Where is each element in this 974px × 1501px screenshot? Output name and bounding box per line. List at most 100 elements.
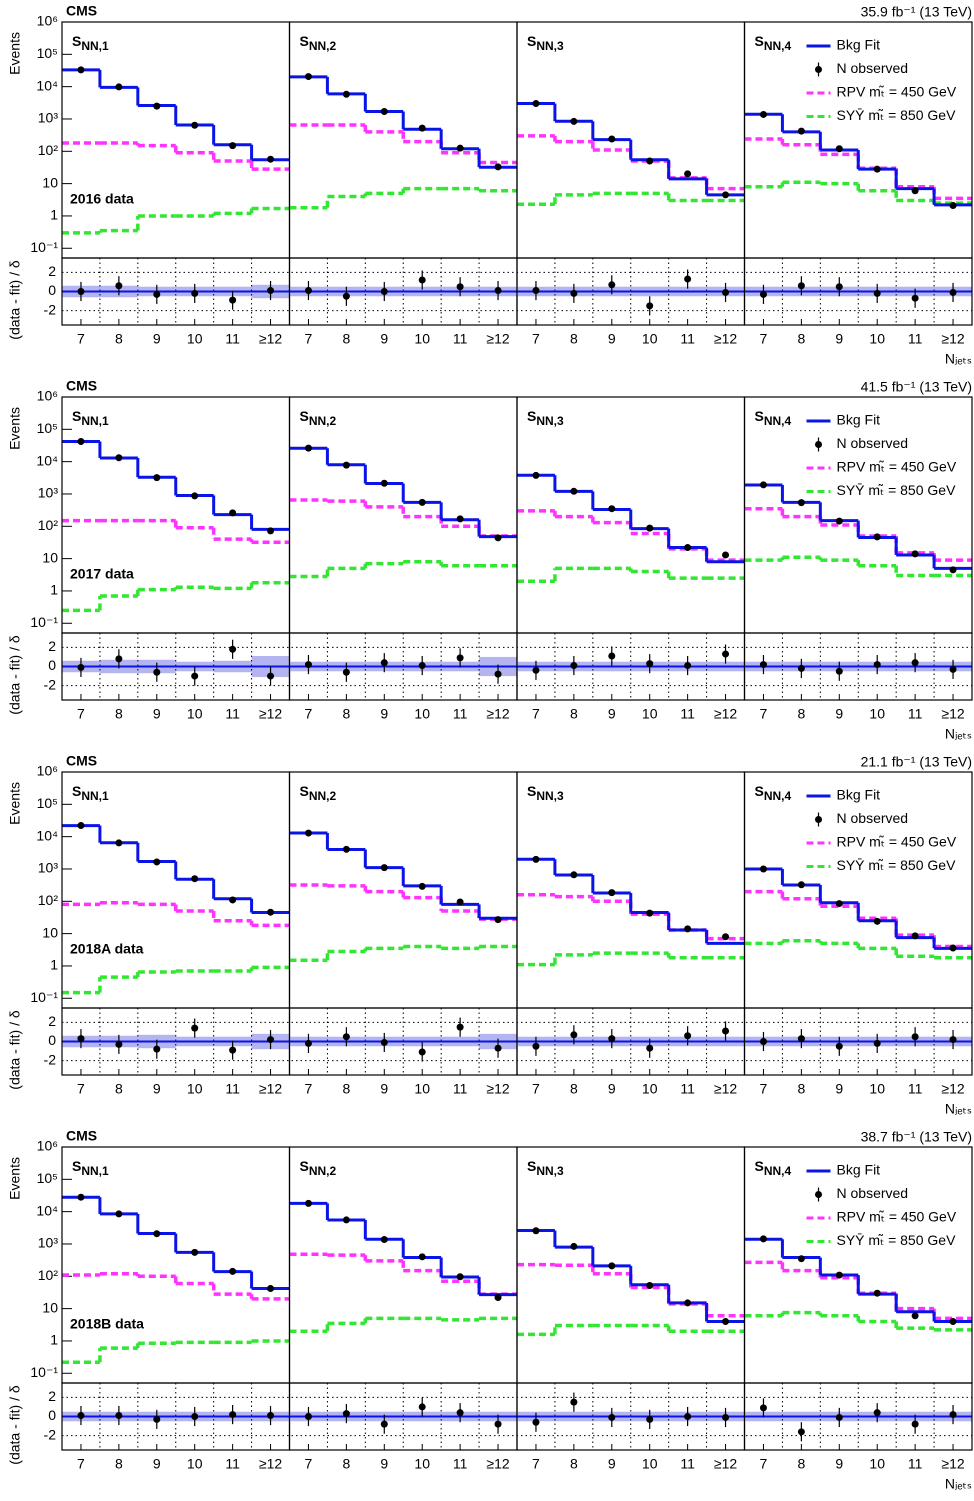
- ratio-point: [722, 1027, 730, 1035]
- legend-label: SYȲ mₜ̃ = 850 GeV: [837, 107, 957, 123]
- observed-point: [759, 481, 767, 489]
- observed-point: [911, 932, 919, 940]
- legend-label: N observed: [837, 435, 909, 451]
- x-tick-label: 8: [115, 706, 123, 722]
- observed-point: [380, 1236, 388, 1244]
- observed-point: [873, 165, 881, 173]
- x-tick-label: 11: [453, 331, 468, 347]
- observed-point: [342, 461, 350, 469]
- panel-label-main: S: [755, 408, 764, 424]
- data-label: 2018B data: [70, 1316, 144, 1332]
- ratio-point: [949, 1036, 957, 1044]
- panel-label: SNN,1: [72, 783, 109, 803]
- legend-label: Bkg Fit: [837, 412, 881, 428]
- ratio-point: [267, 1412, 275, 1420]
- observed-point: [949, 944, 957, 952]
- ratio-point: [229, 1411, 237, 1419]
- x-tick-label: 10: [642, 706, 658, 722]
- ratio-axis-label: (data - fit) / δ: [7, 1010, 23, 1090]
- observed-point: [342, 90, 350, 98]
- panel-label-sub: NN,4: [764, 1164, 792, 1178]
- y-tick-label: 10⁻¹: [30, 614, 58, 630]
- x-tick-label: 10: [414, 331, 430, 347]
- x-tick-label: 8: [570, 706, 578, 722]
- y-tick-label: 10²: [38, 142, 59, 158]
- ratio-point: [684, 1413, 692, 1420]
- ratio-point: [570, 289, 578, 297]
- panel-label-sub: NN,4: [764, 789, 792, 803]
- panel-label: SNN,1: [72, 408, 109, 428]
- observed-point: [191, 492, 199, 500]
- legend-marker: [815, 1191, 822, 1198]
- y-tick-label: 10⁵: [37, 45, 58, 61]
- y-tick-label: 10³: [38, 485, 59, 501]
- observed-point: [722, 1317, 730, 1325]
- ratio-point: [494, 287, 502, 295]
- x-tick-label: 8: [570, 1081, 578, 1097]
- x-tick-label: 10: [869, 1456, 885, 1472]
- observed-point: [191, 121, 199, 129]
- x-tick-label: 7: [305, 1081, 313, 1097]
- x-tick-label: 9: [608, 1081, 616, 1097]
- x-tick-label: 10: [187, 706, 203, 722]
- experiment: CMS: [66, 378, 97, 394]
- x-tick-label: 7: [760, 1081, 768, 1097]
- observed-point: [456, 144, 464, 152]
- x-tick-label: 9: [835, 706, 843, 722]
- ratio-point: [456, 654, 464, 662]
- observed-point: [911, 1312, 919, 1320]
- observed-point: [608, 135, 616, 143]
- x-tick-label: 7: [760, 331, 768, 347]
- ratio-tick-label: 0: [48, 1032, 56, 1048]
- x-tick-label: 9: [153, 331, 161, 347]
- ratio-point: [77, 1035, 85, 1043]
- observed-point: [797, 127, 805, 135]
- x-tick-label: 10: [642, 331, 658, 347]
- observed-point: [873, 917, 881, 925]
- panel-label-main: S: [300, 1158, 309, 1174]
- ratio-point: [911, 659, 919, 667]
- ratio-frame: [743, 257, 973, 326]
- panel-label: SNN,2: [300, 783, 337, 803]
- ratio-point: [949, 1411, 957, 1419]
- legend-label: RPV mₜ̃ = 450 GeV: [837, 459, 957, 475]
- observed-point: [494, 916, 502, 924]
- ratio-axis-label: (data - fit) / δ: [7, 260, 23, 340]
- x-tick-label: ≥12: [486, 1081, 509, 1097]
- experiment: CMS: [66, 753, 97, 769]
- x-tick-label: 10: [642, 1081, 658, 1097]
- panel-label-sub: NN,3: [536, 1164, 564, 1178]
- ratio-point: [532, 1042, 540, 1050]
- legend-label: Bkg Fit: [837, 1162, 881, 1178]
- panel-label: SNN,1: [72, 33, 109, 53]
- legend-label: N observed: [837, 1185, 909, 1201]
- x-tick-label: 8: [797, 706, 805, 722]
- x-tick-label: 11: [453, 1456, 468, 1472]
- ratio-point: [77, 288, 85, 295]
- legend-label: RPV mₜ̃ = 450 GeV: [837, 834, 957, 850]
- legend-label: SYȲ mₜ̃ = 850 GeV: [837, 482, 957, 498]
- panel-label: SNN,2: [300, 33, 337, 53]
- panel-label-main: S: [72, 783, 81, 799]
- x-tick-label: 9: [835, 331, 843, 347]
- x-tick-label: 11: [225, 1081, 240, 1097]
- observed-point: [304, 829, 312, 837]
- panel-frame: [743, 1146, 973, 1384]
- x-tick-label: 9: [153, 1081, 161, 1097]
- x-tick-label: ≥12: [714, 706, 737, 722]
- panel-label-sub: NN,1: [81, 39, 109, 53]
- ratio-point: [570, 1031, 578, 1039]
- observed-point: [380, 864, 388, 872]
- ratio-point: [835, 1413, 843, 1421]
- observed-point: [759, 1235, 767, 1243]
- panel-frame: [61, 1146, 291, 1384]
- x-tick-label: 10: [414, 1081, 430, 1097]
- x-tick-label: 8: [342, 331, 350, 347]
- x-tick-label: 9: [608, 1456, 616, 1472]
- x-tick-label: 7: [305, 706, 313, 722]
- observed-point: [608, 889, 616, 897]
- ratio-tick-label: -2: [44, 676, 57, 692]
- ratio-point: [153, 290, 161, 298]
- panel-label: SNN,1: [72, 1158, 109, 1178]
